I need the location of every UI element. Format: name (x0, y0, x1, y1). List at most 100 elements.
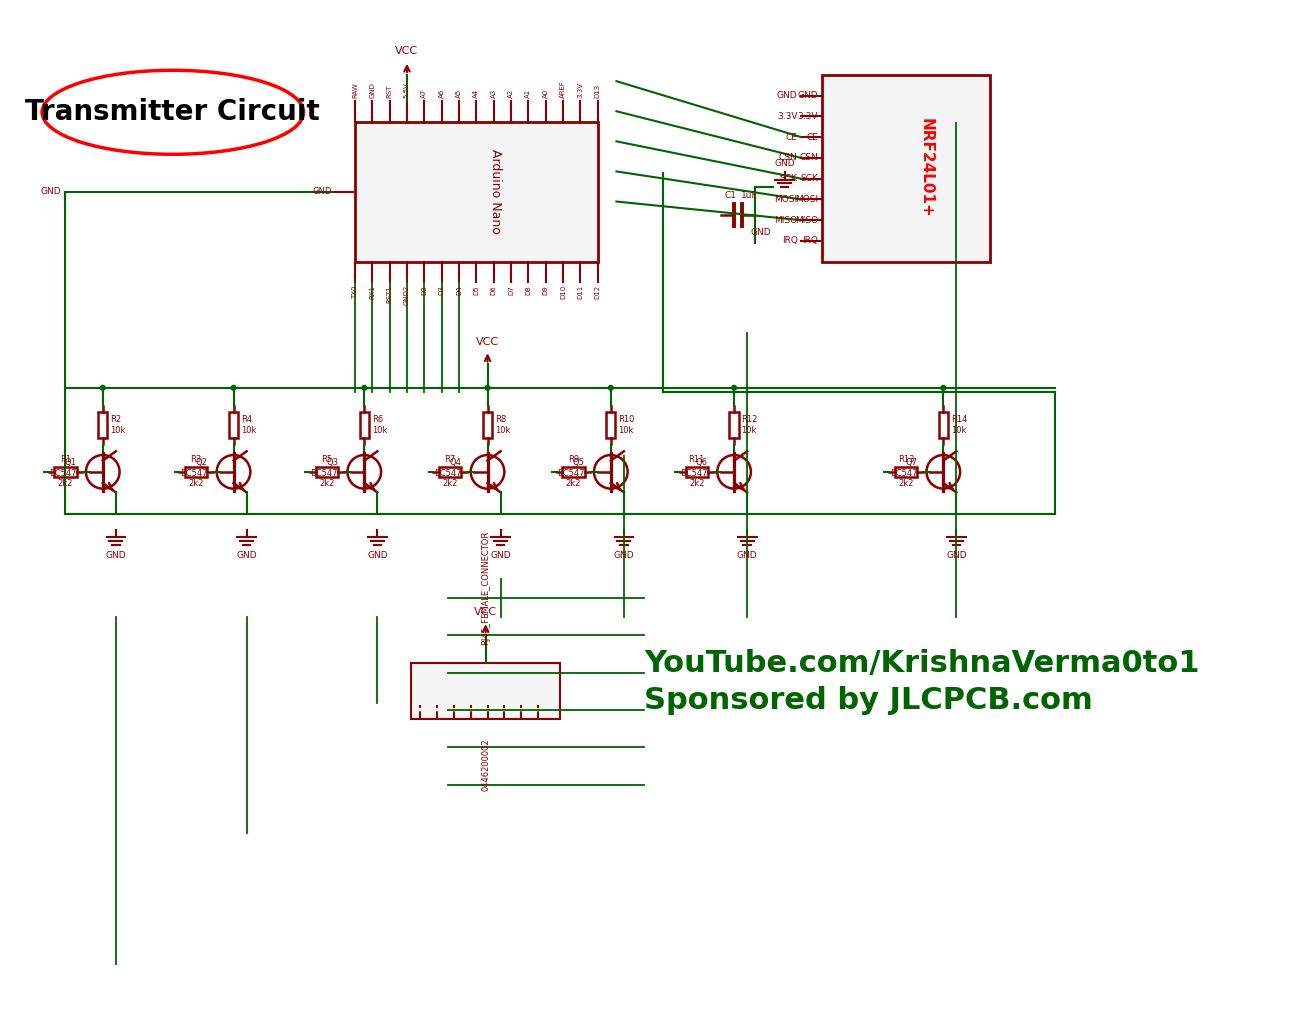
Text: 3.3V: 3.3V (778, 112, 797, 121)
Text: D6: D6 (491, 285, 497, 295)
Text: R9: R9 (569, 456, 579, 464)
Text: 2k2: 2k2 (57, 479, 73, 488)
Text: BC547: BC547 (557, 469, 584, 478)
Text: RAW: RAW (352, 83, 358, 98)
Bar (354, 122, 598, 262)
Text: GND: GND (737, 551, 758, 560)
Text: 10k: 10k (618, 426, 633, 435)
Circle shape (609, 385, 613, 390)
Text: D3: D3 (439, 285, 445, 295)
Text: 2k2: 2k2 (898, 479, 914, 488)
Text: R12: R12 (741, 415, 758, 424)
Text: 10k: 10k (495, 426, 510, 435)
Text: C1: C1 (724, 191, 736, 200)
Text: SCK: SCK (801, 174, 818, 183)
Circle shape (941, 385, 946, 390)
Text: MOSI: MOSI (796, 195, 818, 204)
Bar (938, 412, 948, 438)
Text: 10k: 10k (741, 426, 757, 435)
Text: CE: CE (785, 133, 797, 141)
Text: R2: R2 (110, 415, 122, 424)
Text: R4: R4 (241, 415, 252, 424)
Bar (685, 467, 707, 476)
Text: 2k2: 2k2 (188, 479, 204, 488)
Text: IRQ: IRQ (802, 237, 818, 246)
Bar (360, 412, 369, 438)
Text: Q5: Q5 (572, 458, 584, 467)
Text: GND: GND (614, 551, 635, 560)
Bar (483, 412, 492, 438)
Text: D7: D7 (508, 285, 514, 295)
Bar (184, 467, 208, 476)
Text: VCC: VCC (474, 606, 497, 616)
Text: Transmitter Circuit: Transmitter Circuit (26, 98, 321, 126)
Text: GND: GND (774, 160, 794, 168)
Circle shape (732, 385, 736, 390)
Text: A5: A5 (456, 89, 462, 98)
Text: 3.3V: 3.3V (798, 112, 818, 121)
Text: R7: R7 (444, 456, 456, 464)
Text: R3: R3 (191, 456, 201, 464)
Text: GND2: GND2 (404, 285, 410, 305)
Text: D4: D4 (456, 285, 462, 295)
Text: CE: CE (806, 133, 818, 141)
Text: A2: A2 (508, 89, 514, 98)
Text: A3: A3 (491, 89, 497, 98)
Text: R13: R13 (898, 456, 914, 464)
Text: Q2: Q2 (196, 458, 208, 467)
Text: Q4: Q4 (449, 458, 461, 467)
Text: Q6: Q6 (696, 458, 707, 467)
Text: BC547: BC547 (889, 469, 918, 478)
Circle shape (231, 385, 236, 390)
Text: D2: D2 (422, 285, 427, 295)
Text: 2k2: 2k2 (566, 479, 582, 488)
Text: A4: A4 (474, 89, 479, 98)
Text: BC547: BC547 (49, 469, 77, 478)
Text: RJ45_FEMALE_CONNECTOR: RJ45_FEMALE_CONNECTOR (482, 530, 491, 645)
Bar (99, 412, 108, 438)
Text: NRF24L01+: NRF24L01+ (919, 119, 935, 218)
Text: MOSI: MOSI (775, 195, 797, 204)
Text: GND: GND (236, 551, 257, 560)
Text: BC547: BC547 (680, 469, 707, 478)
Bar (411, 664, 561, 719)
Text: 10k: 10k (241, 426, 257, 435)
Circle shape (362, 385, 366, 390)
Text: GND: GND (797, 91, 818, 100)
Text: Q1: Q1 (65, 458, 77, 467)
Text: 5.5V: 5.5V (404, 83, 410, 98)
Bar (894, 467, 918, 476)
Text: D9: D9 (543, 285, 549, 295)
Text: GND: GND (313, 187, 331, 197)
Text: R5: R5 (322, 456, 332, 464)
Text: RST1: RST1 (387, 285, 392, 303)
Bar (822, 75, 990, 262)
Text: 2k2: 2k2 (443, 479, 458, 488)
Text: Sponsored by JLCPCB.com: Sponsored by JLCPCB.com (644, 686, 1093, 715)
Bar (606, 412, 615, 438)
Text: A1: A1 (526, 89, 531, 98)
Text: 10k: 10k (950, 426, 966, 435)
Text: CSN: CSN (779, 154, 797, 163)
Circle shape (485, 385, 489, 390)
Text: GND: GND (105, 551, 126, 560)
Text: 0446200002: 0446200002 (482, 738, 491, 791)
Text: 10k: 10k (371, 426, 387, 435)
Text: 2k2: 2k2 (689, 479, 705, 488)
Text: MISO: MISO (796, 216, 818, 224)
Bar (729, 412, 739, 438)
Text: BC547: BC547 (310, 469, 337, 478)
Text: D13: D13 (594, 84, 601, 98)
Text: D11: D11 (578, 285, 583, 299)
Text: YouTube.com/KrishnaVerma0to1: YouTube.com/KrishnaVerma0to1 (644, 649, 1199, 678)
Text: GND: GND (491, 551, 511, 560)
Text: 10k: 10k (110, 426, 126, 435)
Bar (228, 412, 239, 438)
Bar (315, 467, 337, 476)
Text: GND: GND (946, 551, 967, 560)
Text: VCC: VCC (476, 337, 500, 347)
Text: BC547: BC547 (434, 469, 461, 478)
Text: GND: GND (778, 91, 797, 100)
Text: R8: R8 (495, 415, 506, 424)
Text: Arduino Nano: Arduino Nano (488, 150, 501, 234)
